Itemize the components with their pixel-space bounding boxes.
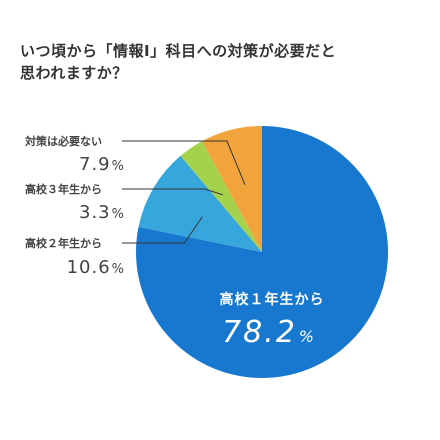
leader-line-4 xyxy=(122,140,246,186)
slice-value-1: 78.2% xyxy=(222,315,314,350)
slice-label-1: 高校１年生から xyxy=(220,291,325,308)
slice-value-2: 10.6% xyxy=(67,257,124,278)
pie-slice-2 xyxy=(138,155,262,252)
slice-value-4: 7.9% xyxy=(79,154,124,175)
leader-line-3 xyxy=(122,188,224,196)
pie-slice-3 xyxy=(180,141,262,252)
slice-value-3: 3.3% xyxy=(79,202,124,223)
leader-line-2 xyxy=(122,216,203,244)
slice-label-3: 高校３年生から xyxy=(25,182,102,196)
chart-title: いつ頃から「情報Ⅰ」科目への対策が必要だと 思われますか？ xyxy=(20,42,337,82)
slice-label-2: 高校２年生から xyxy=(25,236,102,250)
pie-slice-4 xyxy=(201,126,262,252)
slice-label-4: 対策は必要ない xyxy=(24,134,102,148)
